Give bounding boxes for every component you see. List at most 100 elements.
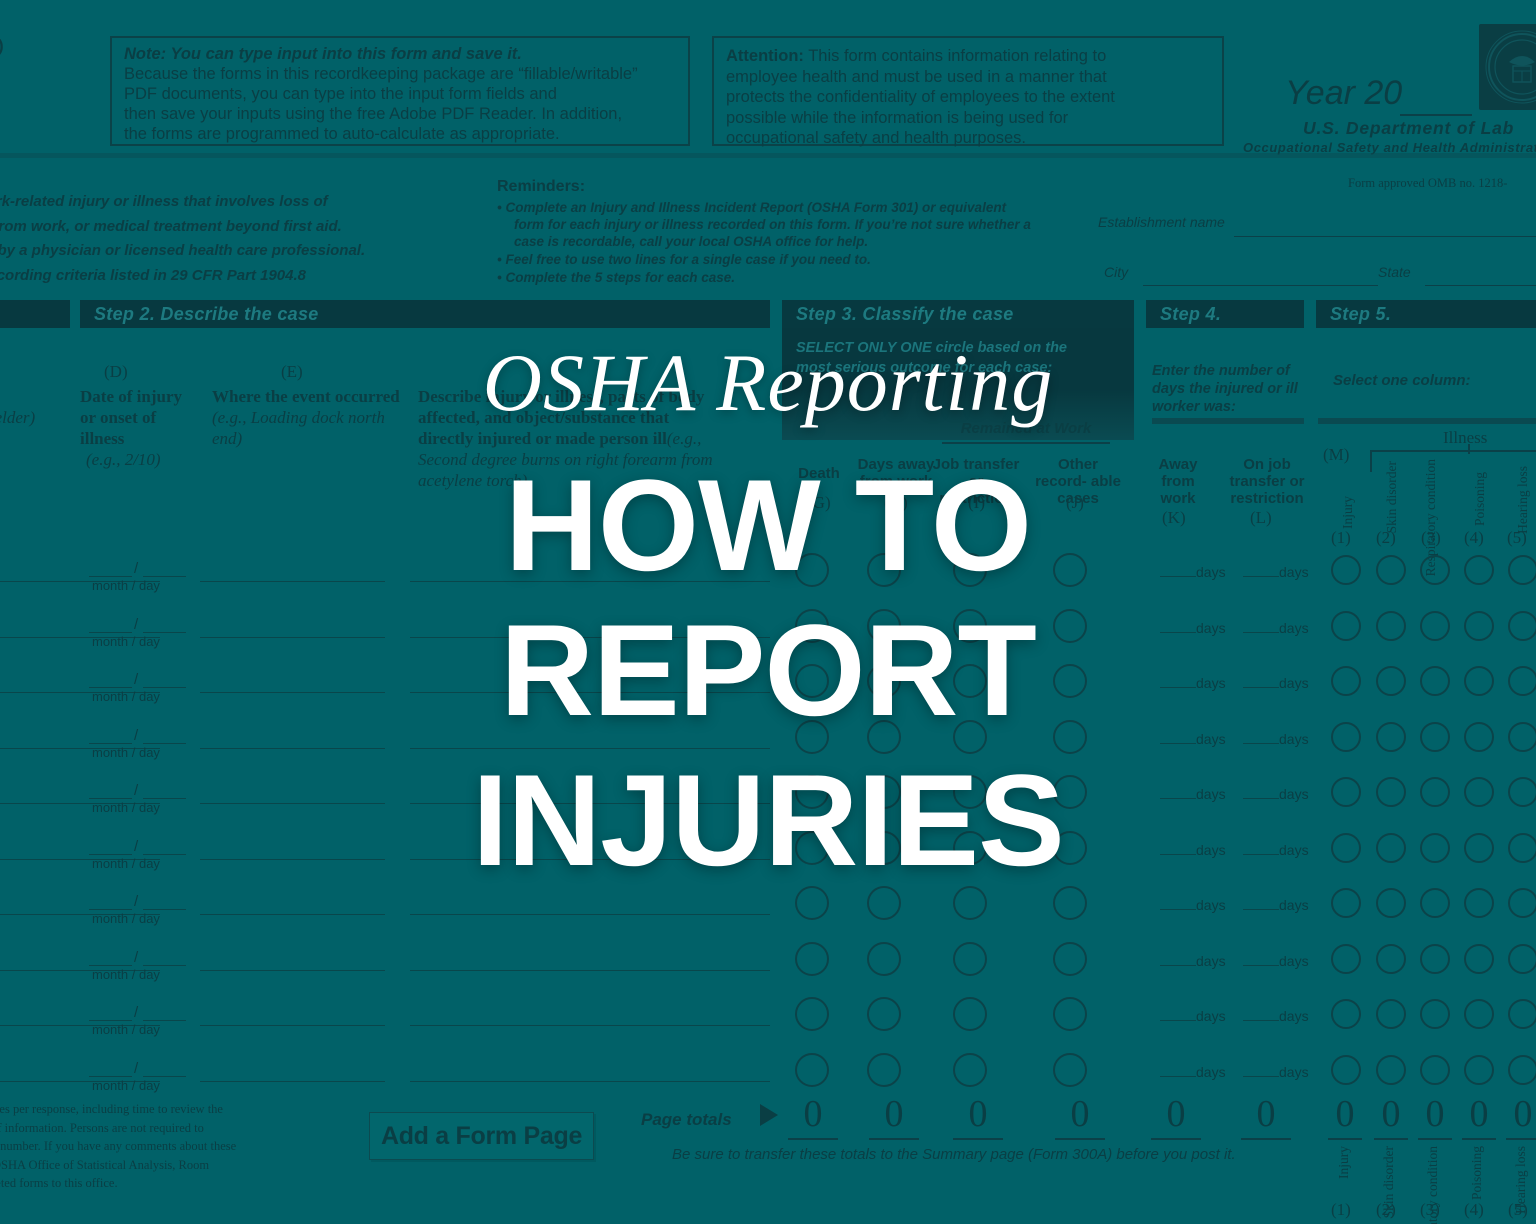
row-write-line[interactable] xyxy=(410,858,770,860)
days-input-2[interactable] xyxy=(1243,1020,1279,1021)
classify-radio-circle-2[interactable] xyxy=(867,553,901,587)
illness-radio-circle-3[interactable] xyxy=(1420,610,1450,641)
illness-radio-circle-1[interactable] xyxy=(1331,555,1361,585)
row-write-line[interactable] xyxy=(410,1025,770,1026)
illness-radio-circle-5[interactable] xyxy=(1508,666,1536,696)
classify-radio-circle-4[interactable] xyxy=(1053,553,1087,587)
row-write-line[interactable] xyxy=(410,1080,770,1082)
illness-radio-circle-4[interactable] xyxy=(1464,999,1494,1029)
illness-radio-circle-1[interactable] xyxy=(1331,999,1361,1029)
row-write-line[interactable] xyxy=(200,692,385,693)
date-month-input[interactable] xyxy=(89,1075,132,1077)
illness-radio-circle-2[interactable] xyxy=(1376,666,1406,696)
classify-radio-circle-3[interactable] xyxy=(953,775,987,809)
date-day-input[interactable] xyxy=(143,853,186,855)
row-write-line[interactable] xyxy=(410,692,770,693)
state-input[interactable] xyxy=(1425,285,1536,286)
add-a-form-page-button[interactable]: Add a Form Page xyxy=(369,1112,594,1160)
classify-radio-circle-1[interactable] xyxy=(795,664,829,698)
row-write-line[interactable] xyxy=(0,1080,160,1082)
classify-radio-circle-4[interactable] xyxy=(1053,830,1087,865)
illness-radio-circle-4[interactable] xyxy=(1464,943,1494,974)
date-month-input[interactable] xyxy=(89,964,132,966)
illness-radio-circle-5[interactable] xyxy=(1508,943,1536,974)
row-write-line[interactable] xyxy=(200,914,385,915)
classify-radio-circle-3[interactable] xyxy=(953,1052,987,1087)
row-write-line[interactable] xyxy=(200,581,385,582)
row-write-line[interactable] xyxy=(0,581,160,582)
row-write-line[interactable] xyxy=(200,803,385,804)
date-day-input[interactable] xyxy=(143,1020,186,1021)
illness-radio-circle-1[interactable] xyxy=(1331,1054,1361,1085)
row-write-line[interactable] xyxy=(200,1080,385,1082)
classify-radio-circle-1[interactable] xyxy=(795,775,829,809)
days-input-2[interactable] xyxy=(1243,1075,1279,1077)
illness-radio-circle-3[interactable] xyxy=(1420,832,1450,863)
illness-radio-circle-2[interactable] xyxy=(1376,777,1406,807)
illness-radio-circle-2[interactable] xyxy=(1376,555,1406,585)
days-input-2[interactable] xyxy=(1243,964,1279,966)
illness-radio-circle-1[interactable] xyxy=(1331,610,1361,641)
classify-radio-circle-2[interactable] xyxy=(867,719,901,754)
date-month-input[interactable] xyxy=(89,853,132,855)
illness-radio-circle-3[interactable] xyxy=(1420,999,1450,1029)
days-input-2[interactable] xyxy=(1243,798,1279,799)
days-input-1[interactable] xyxy=(1160,576,1196,577)
date-day-input[interactable] xyxy=(143,742,186,744)
city-input[interactable] xyxy=(1143,285,1378,286)
row-write-line[interactable] xyxy=(0,692,160,693)
date-day-input[interactable] xyxy=(143,576,186,577)
row-write-line[interactable] xyxy=(0,1025,160,1026)
classify-radio-circle-2[interactable] xyxy=(867,886,901,920)
illness-radio-circle-5[interactable] xyxy=(1508,999,1536,1029)
classify-radio-circle-2[interactable] xyxy=(867,997,901,1031)
illness-radio-circle-1[interactable] xyxy=(1331,721,1361,752)
classify-radio-circle-2[interactable] xyxy=(867,775,901,809)
illness-radio-circle-1[interactable] xyxy=(1331,777,1361,807)
date-month-input[interactable] xyxy=(89,742,132,744)
classify-radio-circle-4[interactable] xyxy=(1053,941,1087,976)
classify-radio-circle-3[interactable] xyxy=(953,941,987,976)
classify-radio-circle-2[interactable] xyxy=(867,664,901,698)
date-month-input[interactable] xyxy=(89,1020,132,1021)
classify-radio-circle-3[interactable] xyxy=(953,997,987,1031)
illness-radio-circle-4[interactable] xyxy=(1464,666,1494,696)
illness-radio-circle-5[interactable] xyxy=(1508,832,1536,863)
classify-radio-circle-2[interactable] xyxy=(867,1052,901,1087)
classify-radio-circle-4[interactable] xyxy=(1053,608,1087,643)
row-write-line[interactable] xyxy=(200,636,385,638)
illness-radio-circle-2[interactable] xyxy=(1376,1054,1406,1085)
illness-radio-circle-4[interactable] xyxy=(1464,610,1494,641)
date-month-input[interactable] xyxy=(89,909,132,910)
illness-radio-circle-3[interactable] xyxy=(1420,777,1450,807)
days-input-1[interactable] xyxy=(1160,853,1196,855)
classify-radio-circle-1[interactable] xyxy=(795,608,829,643)
classify-radio-circle-1[interactable] xyxy=(795,997,829,1031)
row-write-line[interactable] xyxy=(0,636,160,638)
illness-radio-circle-3[interactable] xyxy=(1420,666,1450,696)
classify-radio-circle-3[interactable] xyxy=(953,553,987,587)
row-write-line[interactable] xyxy=(0,969,160,971)
days-input-1[interactable] xyxy=(1160,631,1196,633)
classify-radio-circle-1[interactable] xyxy=(795,553,829,587)
days-input-2[interactable] xyxy=(1243,631,1279,633)
classify-radio-circle-4[interactable] xyxy=(1053,1052,1087,1087)
illness-radio-circle-2[interactable] xyxy=(1376,832,1406,863)
illness-radio-circle-5[interactable] xyxy=(1508,610,1536,641)
days-input-2[interactable] xyxy=(1243,687,1279,688)
illness-radio-circle-4[interactable] xyxy=(1464,1054,1494,1085)
classify-radio-circle-1[interactable] xyxy=(795,1052,829,1087)
classify-radio-circle-3[interactable] xyxy=(953,830,987,865)
row-write-line[interactable] xyxy=(0,747,160,749)
row-write-line[interactable] xyxy=(200,858,385,860)
illness-radio-circle-2[interactable] xyxy=(1376,610,1406,641)
classify-radio-circle-2[interactable] xyxy=(867,830,901,865)
illness-radio-circle-5[interactable] xyxy=(1508,555,1536,585)
row-write-line[interactable] xyxy=(410,747,770,749)
days-input-1[interactable] xyxy=(1160,798,1196,799)
classify-radio-circle-3[interactable] xyxy=(953,664,987,698)
classify-radio-circle-1[interactable] xyxy=(795,719,829,754)
illness-radio-circle-1[interactable] xyxy=(1331,666,1361,696)
date-day-input[interactable] xyxy=(143,1075,186,1077)
illness-radio-circle-5[interactable] xyxy=(1508,777,1536,807)
